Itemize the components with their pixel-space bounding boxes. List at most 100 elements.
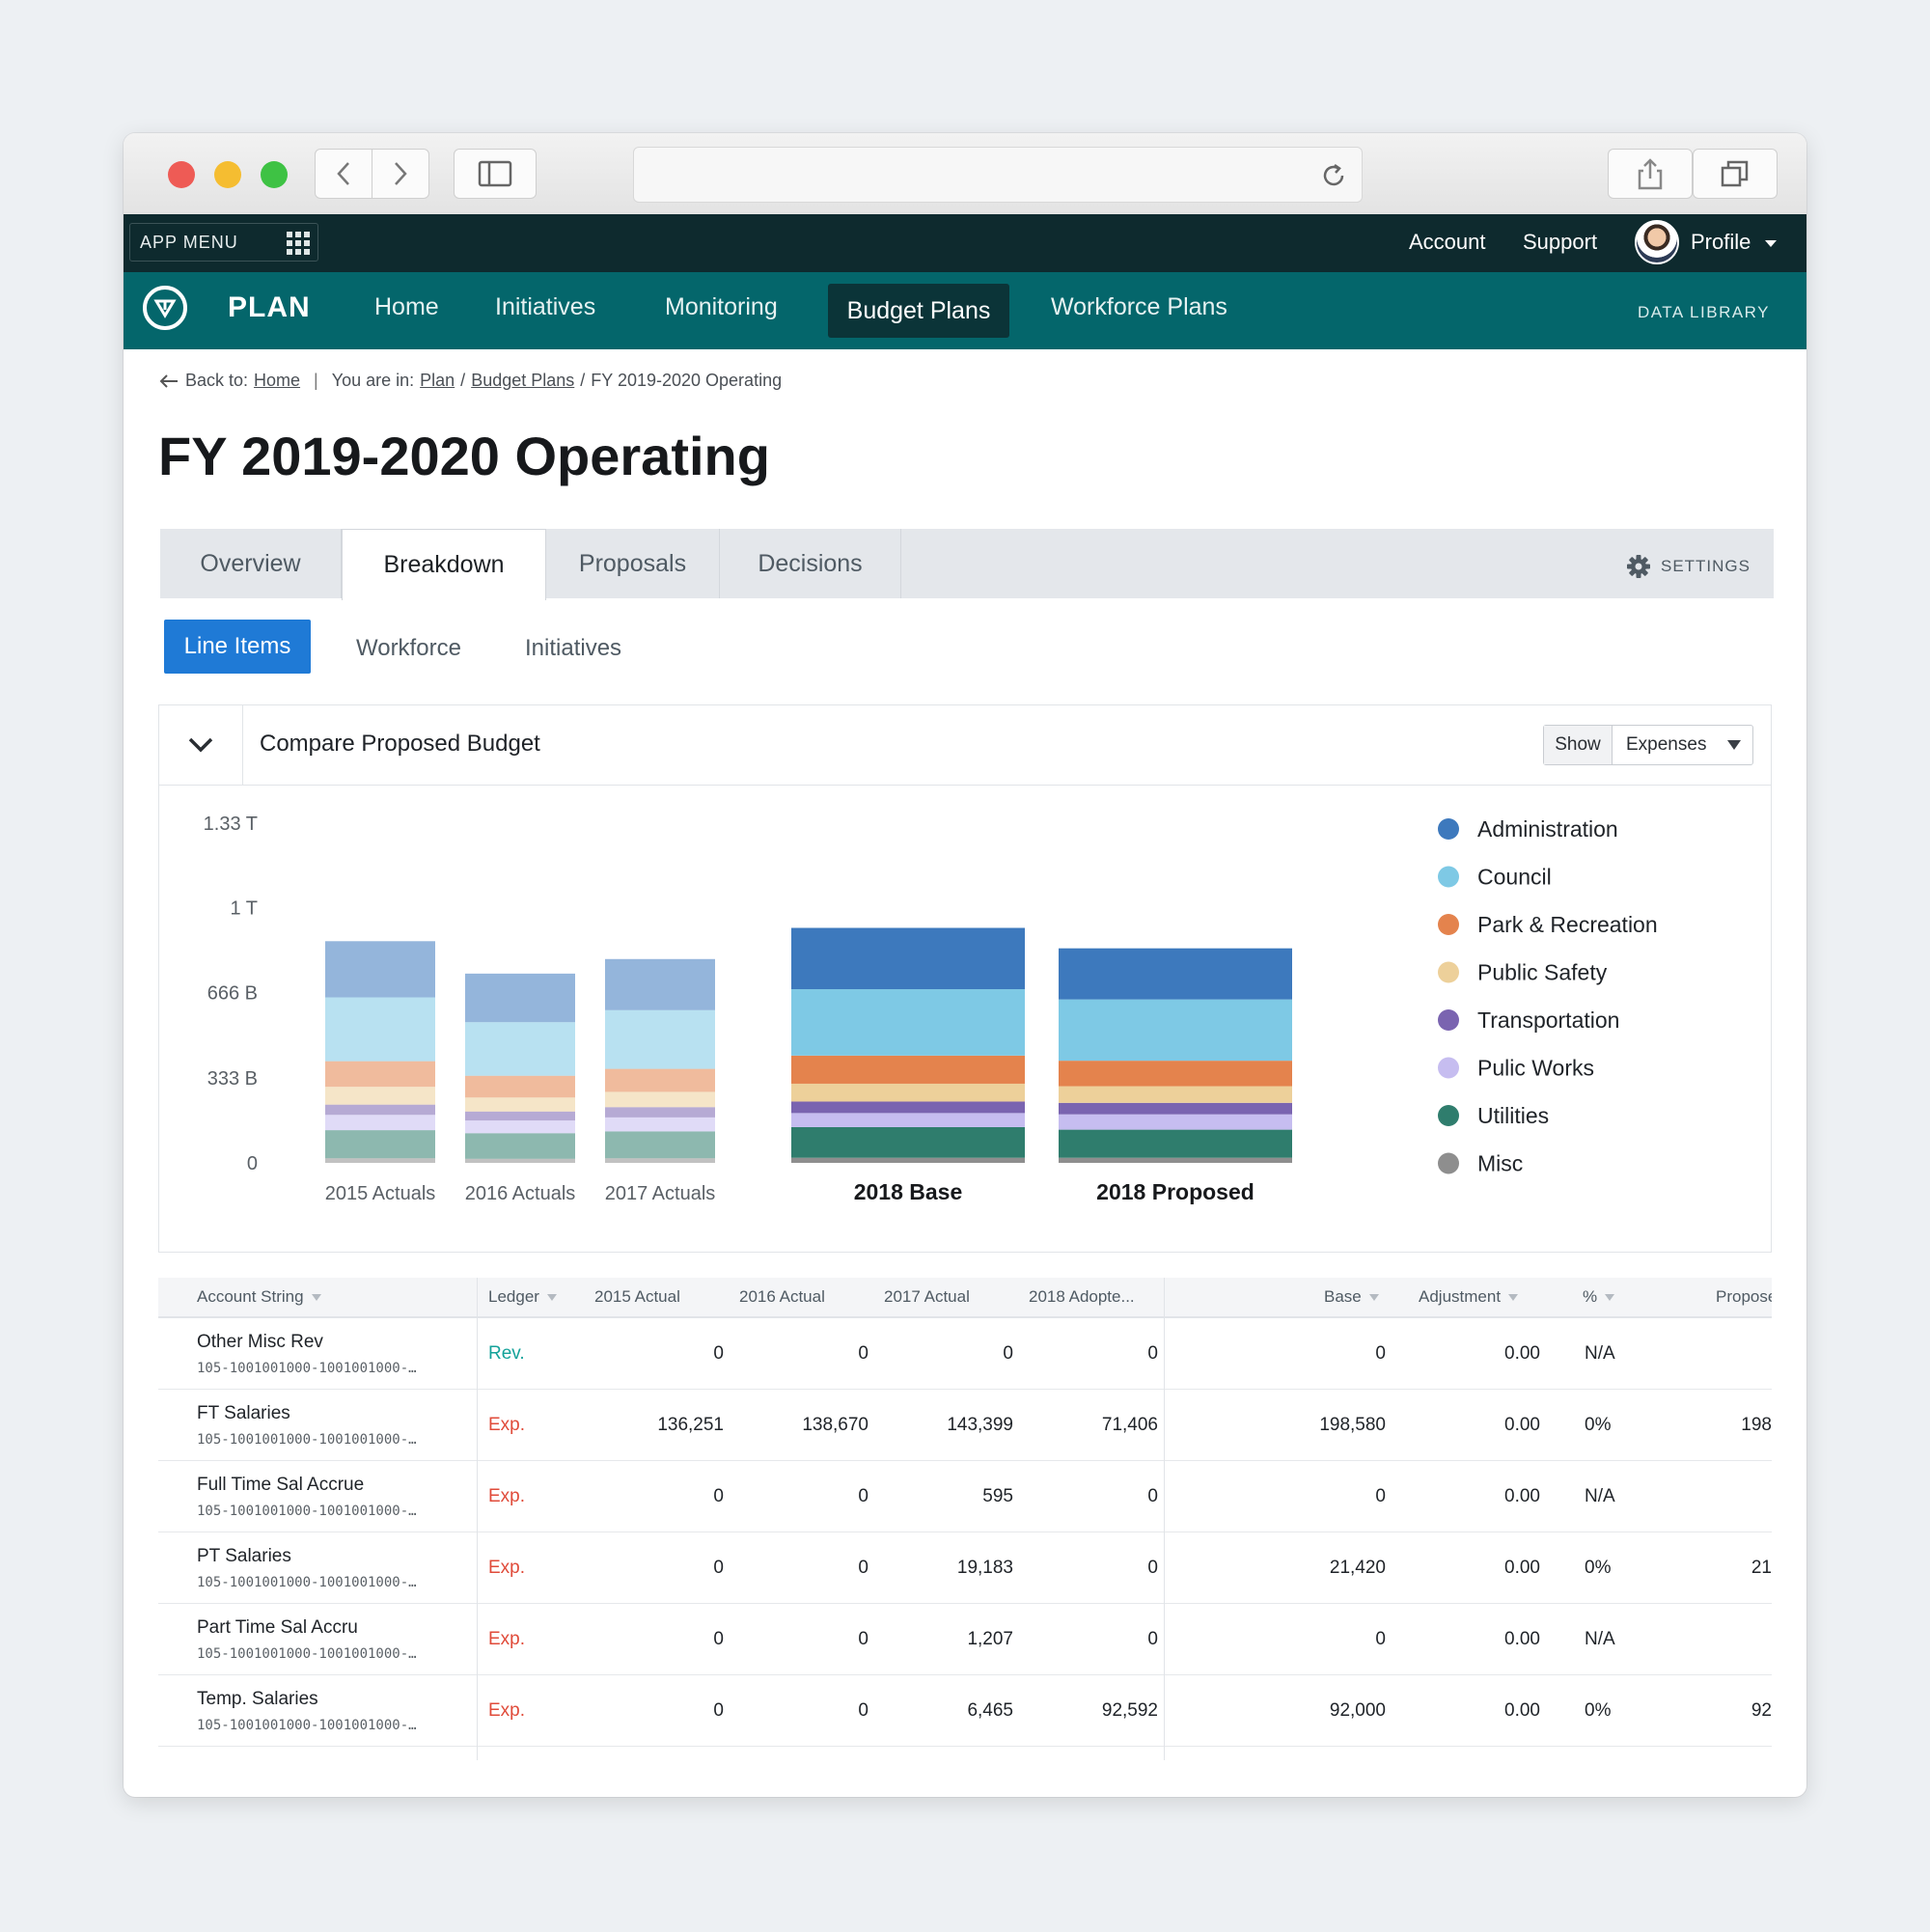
data-library-link[interactable]: DATA LIBRARY (1637, 303, 1770, 321)
legend-swatch (1438, 1105, 1459, 1126)
maximize-window-button[interactable] (261, 161, 288, 188)
tabs-overview-button[interactable] (1693, 149, 1778, 199)
nav-home[interactable]: Home (374, 293, 439, 320)
bar-segment (465, 1120, 575, 1134)
tab-breakdown[interactable]: Breakdown (342, 529, 546, 600)
col-ledger-label: Ledger (488, 1287, 539, 1306)
col-ledger[interactable]: Ledger (488, 1287, 557, 1307)
cell-adjustment: 0.00 (1504, 1343, 1540, 1364)
table-header: Account String Ledger 2015 Actual 2016 A… (158, 1278, 1772, 1318)
bar-segment (325, 997, 435, 1062)
support-link[interactable]: Support (1523, 230, 1598, 254)
back-button[interactable] (315, 149, 372, 199)
show-value-dropdown[interactable]: Expenses (1613, 726, 1752, 764)
legend-label: Utilities (1477, 1103, 1549, 1128)
col-2018-adopted[interactable]: 2018 Adopte... (1029, 1287, 1135, 1306)
subtab-initiatives[interactable]: Initiatives (525, 635, 622, 661)
legend-swatch (1438, 818, 1459, 840)
ledger-type: Exp. (488, 1486, 526, 1506)
bar-segment (791, 1126, 1025, 1158)
tab-decisions-label: Decisions (758, 549, 863, 577)
tab-proposals-label: Proposals (578, 549, 687, 577)
col-2015-actual[interactable]: 2015 Actual (594, 1287, 680, 1306)
col-proposed[interactable]: Propose (1716, 1287, 1772, 1306)
bar-segment (465, 1022, 575, 1076)
col-2016-actual[interactable]: 2016 Actual (739, 1287, 825, 1306)
table-row[interactable]: PT Salaries 105-1001001000-1001001000-… Ex… (158, 1532, 1772, 1604)
sort-caret-icon (1368, 1294, 1379, 1302)
ledger-type: Exp. (488, 1629, 526, 1649)
forward-button[interactable] (372, 149, 429, 199)
nav-workforce-plans[interactable]: Workforce Plans (1051, 293, 1227, 320)
ledger-type: Exp. (488, 1700, 526, 1721)
col-adjustment[interactable]: Adjustment (1419, 1287, 1519, 1307)
breadcrumb-home-link[interactable]: Home (254, 371, 301, 390)
col-base[interactable]: Base (1324, 1287, 1379, 1307)
chevron-left-icon (337, 162, 349, 185)
share-button[interactable] (1608, 149, 1693, 199)
settings-button[interactable]: SETTINGS (1626, 554, 1751, 579)
col-percent[interactable]: % (1583, 1287, 1615, 1307)
app-menu-label: APP MENU (140, 232, 238, 252)
cell-a2017: 143,399 (947, 1415, 1013, 1435)
bar-segment (465, 1097, 575, 1112)
bar-segment (1059, 1114, 1292, 1130)
x-category-label: 2018 Base (854, 1179, 963, 1204)
bar-segment (325, 1087, 435, 1105)
bar-segment (605, 1068, 715, 1092)
bar-segment (1059, 1129, 1292, 1158)
y-tick-label: 666 B (207, 983, 258, 1005)
avatar[interactable] (1635, 220, 1679, 264)
share-icon (1638, 158, 1663, 190)
browser-toolbar (124, 133, 1806, 215)
nav-initiatives[interactable]: Initiatives (495, 293, 596, 320)
collapse-toggle[interactable] (159, 705, 243, 785)
table-row[interactable]: Temp. Salaries 105-1001001000-1001001000-… (158, 1675, 1772, 1747)
bar-segment (325, 1115, 435, 1131)
legend-label: Transportation (1477, 1007, 1619, 1033)
legend-swatch (1438, 1057, 1459, 1079)
bar-segment (1059, 1061, 1292, 1087)
address-bar[interactable] (633, 147, 1363, 203)
close-window-button[interactable] (168, 161, 195, 188)
bar-segment (325, 1158, 435, 1163)
app-menu-button[interactable]: APP MENU (129, 223, 318, 262)
bar-segment (605, 958, 715, 1010)
breadcrumb-plan-link[interactable]: Plan (420, 371, 455, 390)
profile-menu[interactable]: Profile (1691, 230, 1751, 254)
nav-budget-plans[interactable]: Budget Plans (828, 284, 1009, 338)
tab-proposals[interactable]: Proposals (546, 529, 720, 598)
bar-segment (605, 1091, 715, 1108)
table-row[interactable]: Full Time Sal Accrue 105-1001001000-10010… (158, 1461, 1772, 1532)
bar-segment (605, 1107, 715, 1118)
col-2017-actual[interactable]: 2017 Actual (884, 1287, 970, 1306)
cell-a2015: 0 (713, 1558, 724, 1578)
column-divider (1164, 1278, 1165, 1760)
bar-segment (465, 1111, 575, 1121)
sidebar-toggle-button[interactable] (454, 149, 537, 199)
tab-decisions[interactable]: Decisions (720, 529, 901, 598)
plan-logo-icon[interactable] (143, 286, 187, 330)
account-code: 105-1001001000-1001001000-… (197, 1432, 417, 1448)
breadcrumb-current: FY 2019-2020 Operating (591, 371, 783, 390)
cell-adjustment: 0.00 (1504, 1700, 1540, 1721)
reload-icon[interactable] (1319, 161, 1348, 190)
tab-overview[interactable]: Overview (160, 529, 342, 598)
sort-caret-icon (1605, 1294, 1615, 1302)
col-account-string[interactable]: Account String (197, 1287, 321, 1307)
tab-overview-label: Overview (200, 549, 301, 577)
subtab-line-items[interactable]: Line Items (164, 620, 311, 674)
table-row[interactable]: FT Salaries 105-1001001000-1001001000-… Ex… (158, 1390, 1772, 1461)
subtab-workforce[interactable]: Workforce (356, 635, 461, 661)
breadcrumb-budget-plans-link[interactable]: Budget Plans (471, 371, 575, 390)
table-row[interactable]: Other Misc Rev 105-1001001000-1001001000-… (158, 1318, 1772, 1390)
arrow-left-icon[interactable] (158, 373, 179, 389)
cell-base: 0 (1375, 1629, 1386, 1649)
cell-a2017: 6,465 (967, 1700, 1013, 1721)
account-link[interactable]: Account (1409, 230, 1486, 254)
show-select[interactable]: Show Expenses (1543, 725, 1753, 765)
nav-budget-plans-label: Budget Plans (846, 296, 991, 324)
nav-monitoring[interactable]: Monitoring (665, 293, 778, 320)
minimize-window-button[interactable] (214, 161, 241, 188)
table-row[interactable]: Part Time Sal Accru 105-1001001000-100100… (158, 1604, 1772, 1675)
